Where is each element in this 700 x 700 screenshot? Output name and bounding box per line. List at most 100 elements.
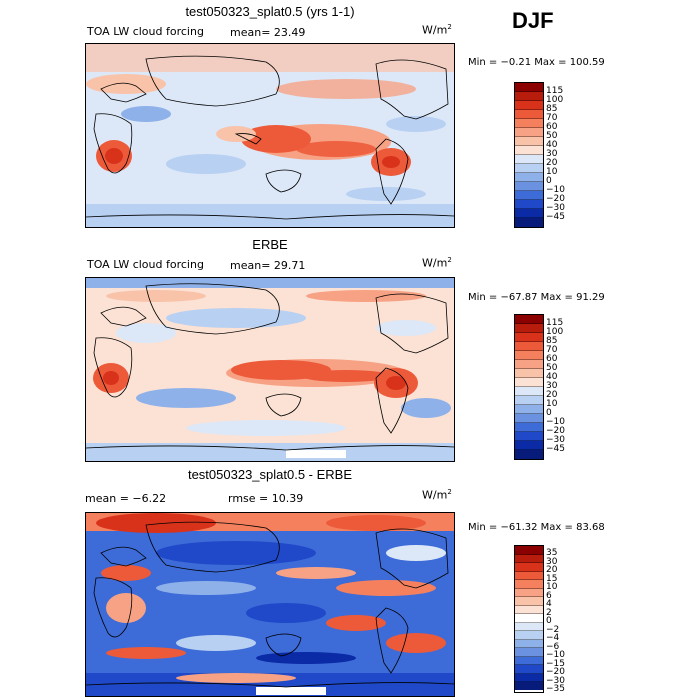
panel1-colorbar-swatch — [515, 191, 543, 200]
panel2-mean: mean= 29.71 — [230, 259, 306, 272]
panel3-colorbar-label: −4 — [546, 633, 560, 643]
panel3-colorbar-swatch — [515, 580, 543, 589]
panel2-map — [85, 277, 455, 462]
panel2-colorbar-label: −10 — [546, 417, 565, 427]
panel2-colorbar-label: 0 — [546, 408, 552, 418]
panel2-colorbar-swatch — [515, 450, 543, 459]
panel2-colorbar-label: 40 — [546, 372, 558, 382]
panel2-colorbar-label: 85 — [546, 336, 558, 346]
panel1-colorbar-swatch — [515, 137, 543, 146]
panel2-colorbar-swatch — [515, 423, 543, 432]
panel2-colorbar-swatch — [515, 405, 543, 414]
panel2-colorbar-labels: 115 100 85 70 60 50 40 30 20 10 0 −10 −2… — [546, 314, 586, 458]
panel1-colorbar-swatch — [515, 200, 543, 209]
panel3-colorbar-swatch — [515, 682, 543, 690]
panel2-colorbar-label: −45 — [546, 444, 565, 454]
panel2-colorbar-label: −20 — [546, 426, 565, 436]
panel3-colorbar-swatch — [515, 673, 543, 682]
panel2-colorbar-label: 100 — [546, 327, 564, 337]
panel2-colorbar-swatch — [515, 387, 543, 396]
panel3-colorbar-label: −30 — [546, 675, 565, 686]
panel1-colorbar-label: 20 — [546, 158, 558, 168]
panel3-colorbar-swatch — [515, 597, 543, 606]
panel1-units: W/m2 — [422, 23, 452, 37]
panel3-colorbar — [514, 545, 544, 693]
panel2-colorbar — [514, 314, 544, 460]
panel3-colorbar-label: −10 — [546, 650, 565, 660]
panel1-colorbar-label: 30 — [546, 149, 558, 159]
panel3-colorbar-swatch — [515, 631, 543, 640]
panel3-colorbar-labels: 35 30 20 15 10 6 4 2 0 −2 −4 −6 −10 −15 … — [546, 545, 586, 694]
panel2-colorbar-label: 115 — [546, 318, 564, 328]
panel3-rmse: rmse = 10.39 — [228, 492, 304, 505]
panel3-map-field — [86, 513, 454, 696]
panel3-colorbar-label: 2 — [546, 607, 552, 618]
panel1-colorbar-swatch — [515, 173, 543, 182]
season-label: DJF — [512, 8, 554, 33]
panel3-colorbar-swatch — [515, 639, 543, 648]
panel3-map — [85, 512, 455, 697]
panel2-colorbar-swatch — [515, 360, 543, 369]
panel3-colorbar-label: −15 — [546, 658, 565, 669]
panel3-colorbar-label: −6 — [546, 641, 560, 652]
panel1-colorbar-label: 115 — [546, 86, 564, 96]
panel1-title: test050323_splat0.5 (yrs 1-1) — [185, 4, 355, 19]
panel2-colorbar-swatch — [515, 333, 543, 342]
panel3-colorbar-label: 35 — [546, 548, 558, 558]
panel1-colorbar-label: 85 — [546, 104, 558, 114]
panel3-colorbar-label: 15 — [546, 573, 558, 584]
panel3-colorbar-swatch — [515, 622, 543, 631]
panel1-colorbar-swatch — [515, 83, 543, 92]
panel3-colorbar-label: 6 — [546, 590, 552, 601]
panel2-units: W/m2 — [422, 256, 452, 270]
panel2-colorbar-label: 20 — [546, 390, 558, 400]
panel3-colorbar-swatch — [515, 605, 543, 614]
panel1-colorbar-label: 60 — [546, 122, 558, 132]
panel2-colorbar-swatch — [515, 441, 543, 450]
panel1-colorbar-label: −20 — [546, 194, 565, 204]
panel3-minmax: Min = −61.32 Max = 83.68 — [468, 522, 605, 533]
panel2-title: ERBE — [252, 237, 288, 252]
panel1-colorbar-swatch — [515, 101, 543, 110]
panel3-colorbar-swatch — [515, 665, 543, 674]
panel1-colorbar-label: 70 — [546, 113, 558, 123]
panel1-colorbar-label: 10 — [546, 167, 558, 177]
panel2-colorbar-label: 50 — [546, 363, 558, 373]
panel1-field-label: TOA LW cloud forcing — [87, 25, 204, 38]
panel2-colorbar-swatch — [515, 369, 543, 378]
panel3-colorbar-swatch — [515, 656, 543, 665]
panel3-colorbar-swatch — [515, 554, 543, 563]
panel3-colorbar-label: 0 — [546, 616, 552, 626]
panel3-title: test050323_splat0.5 - ERBE — [187, 467, 353, 482]
panel3-colorbar-label: −35 — [546, 684, 565, 694]
panel1-colorbar-swatch — [515, 218, 543, 227]
panel1-colorbar-labels: 115 100 85 70 60 50 40 30 20 10 0 −10 −2… — [546, 82, 586, 226]
panel1-colorbar-label: 0 — [546, 176, 552, 186]
panel1-colorbar-swatch — [515, 182, 543, 191]
panel1-colorbar — [514, 82, 544, 228]
panel2-colorbar-swatch — [515, 378, 543, 387]
panel2-colorbar-swatch — [515, 315, 543, 324]
panel3-colorbar-swatch — [515, 571, 543, 580]
panel3-units: W/m2 — [422, 488, 452, 502]
panel2-colorbar-label: 30 — [546, 381, 558, 391]
panel1-map-field — [86, 44, 454, 227]
panel2-colorbar-swatch — [515, 342, 543, 351]
panel3-colorbar-label: −2 — [546, 624, 560, 635]
panel1-colorbar-swatch — [515, 128, 543, 137]
panel3-colorbar-swatch — [515, 546, 543, 555]
panel1-colorbar-swatch — [515, 164, 543, 173]
panel1-colorbar-swatch — [515, 92, 543, 101]
panel3-mean: mean = −6.22 — [85, 492, 167, 505]
panel1-colorbar-label: −10 — [546, 185, 565, 195]
panel1-colorbar-swatch — [515, 155, 543, 164]
panel1-map — [85, 43, 455, 228]
panel1-minmax: Min = −0.21 Max = 100.59 — [468, 57, 605, 68]
panel3-colorbar-label: 10 — [546, 582, 558, 592]
panel1-colorbar-swatch — [515, 110, 543, 119]
panel3-colorbar-swatch — [515, 614, 543, 623]
panel1-colorbar-label: −45 — [546, 212, 565, 222]
panel1-colorbar-label: 100 — [546, 95, 564, 105]
panel3-colorbar-swatch — [515, 588, 543, 597]
panel2-colorbar-swatch — [515, 324, 543, 333]
